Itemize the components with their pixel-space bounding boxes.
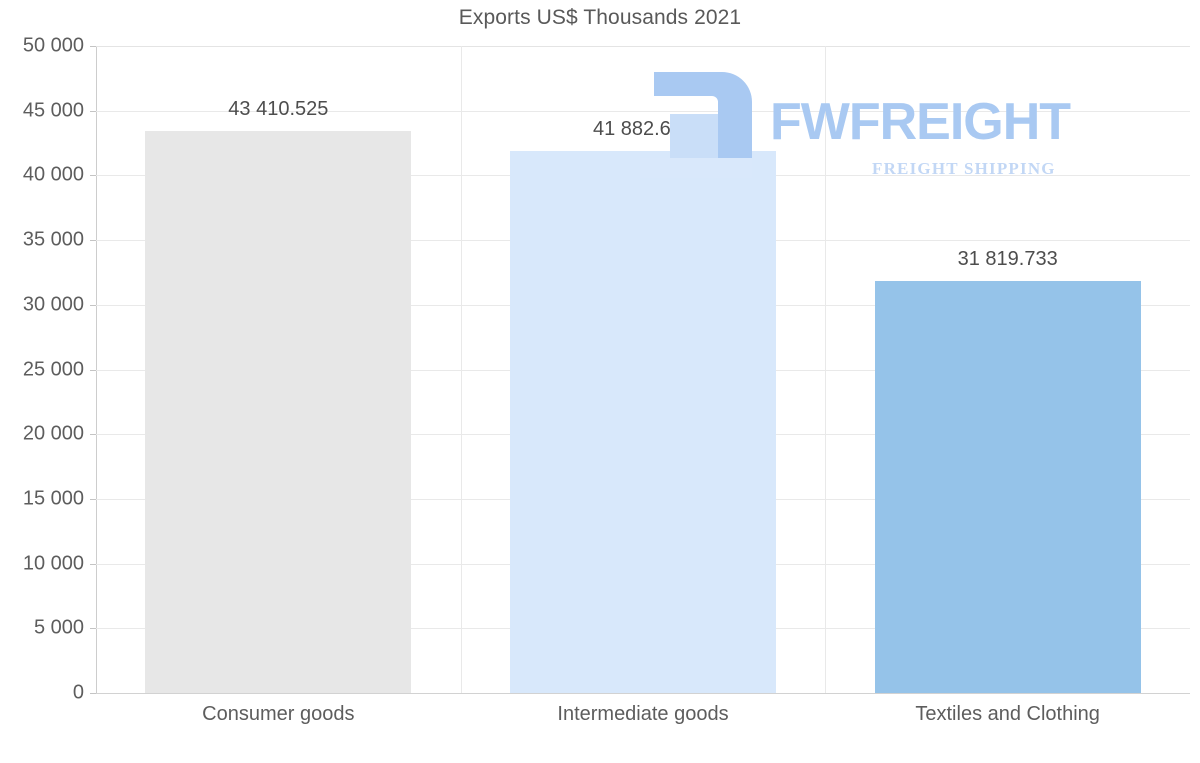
y-axis-tick <box>90 110 96 112</box>
y-axis-tick-label: 45 000 <box>22 99 84 122</box>
y-axis-tick <box>90 628 96 630</box>
y-axis-tick-label: 15 000 <box>22 487 84 510</box>
bar-value-label: 43 410.525 <box>228 98 329 121</box>
plot-area: 43 410.525 41 882.631 31 819.733 <box>96 46 1190 694</box>
y-axis-tick-label: 0 <box>72 681 84 704</box>
bar-value-label: 41 882.631 <box>592 118 694 141</box>
y-axis-tick <box>90 240 96 242</box>
y-axis-tick-label: 35 000 <box>22 228 84 251</box>
y-axis-tick-label: 30 000 <box>22 293 84 316</box>
x-axis-category-label: Consumer goods <box>202 703 355 725</box>
y-axis-tick-label: 25 000 <box>22 358 84 380</box>
gridline-vertical <box>461 46 462 693</box>
y-axis-tick <box>90 304 96 306</box>
chart-title: Exports US$ Thousands 2021 <box>458 6 742 29</box>
y-axis-tick-label: 20 000 <box>22 422 84 445</box>
bar[interactable] <box>874 281 1141 693</box>
y-axis-tick <box>90 434 96 436</box>
y-axis-labels: 0 5 000 10 000 15 000 20 000 25 000 30 000 35 0… <box>0 0 84 763</box>
x-axis-category-label: Intermediate goods <box>557 703 729 725</box>
y-axis-tick <box>90 175 96 177</box>
gridline-horizontal <box>96 46 1190 47</box>
y-axis-tick-label: 40 000 <box>22 163 84 186</box>
bar[interactable] <box>509 151 777 693</box>
gridline-vertical <box>825 46 826 693</box>
y-axis-tick-label: 5 000 <box>33 616 84 639</box>
bar[interactable] <box>145 131 412 693</box>
y-axis-tick <box>90 693 96 694</box>
gridline-horizontal <box>96 110 1190 112</box>
y-axis-tick <box>90 369 96 371</box>
y-axis-tick-label: 10 000 <box>22 552 84 575</box>
y-axis-tick <box>90 498 96 500</box>
y-axis-tick <box>90 46 96 47</box>
x-axis-category-label: Textiles and Clothing <box>915 703 1100 725</box>
gridline-horizontal <box>96 693 1190 694</box>
bar-value-label: 31 819.733 <box>957 248 1058 271</box>
y-axis-tick <box>90 563 96 565</box>
y-axis-tick-label: 50 000 <box>22 34 84 57</box>
